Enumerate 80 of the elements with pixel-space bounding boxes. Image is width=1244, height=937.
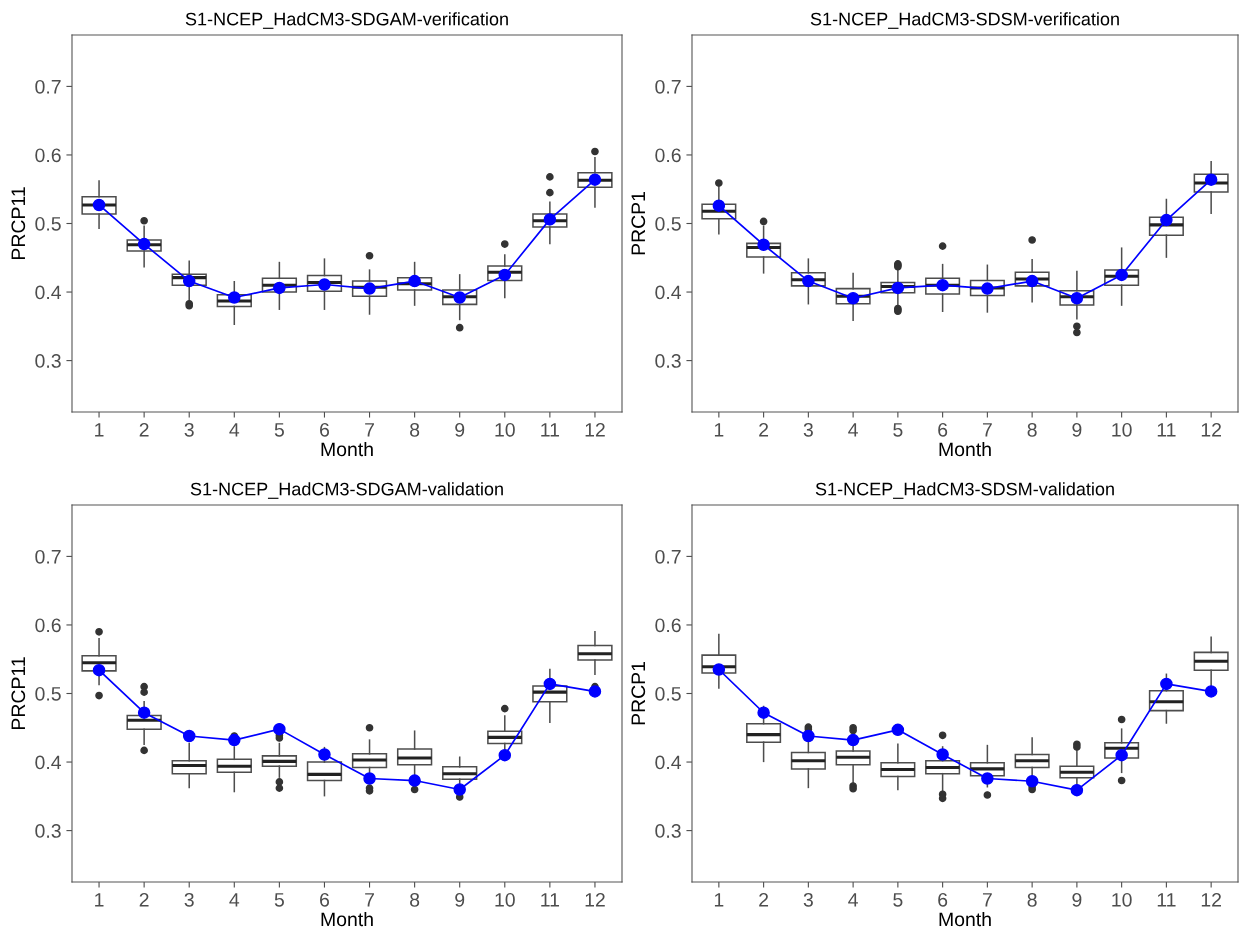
x-tick-label: 9 [1072, 422, 1082, 437]
x-tick-label: 12 [1201, 892, 1221, 907]
x-tick-label: 5 [274, 423, 284, 437]
y-tick-label: 0.3 [35, 354, 61, 368]
x-tick-label: 2 [139, 422, 149, 437]
x-tick-label: 10 [495, 892, 515, 907]
y-axis-title: PRCP1 [631, 192, 646, 255]
x-tick-label: 3 [803, 892, 813, 907]
y-tick-label: 0.4 [655, 755, 682, 770]
y-tick-label: 0.3 [655, 354, 681, 368]
y-tick-label: 0.5 [655, 686, 681, 701]
x-tick-label: 4 [848, 423, 858, 437]
chart-title: S1-NCEP_HadCM3-SDSM-validation [815, 482, 1114, 499]
y-axis-title: PRCP11 [11, 657, 26, 730]
x-axis-title: Month [321, 441, 373, 457]
y-tick-label: 0.4 [35, 755, 62, 770]
y-tick-label: 0.7 [35, 79, 61, 94]
y-axis-title: PRCP11 [11, 187, 26, 260]
y-axis-title: PRCP1 [631, 662, 646, 725]
x-axis-title: Month [939, 911, 991, 927]
x-tick-label: 6 [938, 422, 948, 437]
x-tick-label: 11 [1157, 893, 1176, 907]
chart-title: S1-NCEP_HadCM3-SDGAM-validation [190, 482, 503, 499]
y-tick-label: 0.6 [35, 618, 61, 633]
x-tick-label: 7 [982, 423, 992, 437]
x-axis-title: Month [321, 911, 373, 927]
x-tick-label: 1 [95, 423, 104, 437]
y-tick-label: 0.5 [35, 216, 61, 231]
x-tick-label: 7 [365, 423, 374, 437]
x-tick-label: 12 [585, 892, 605, 907]
x-tick-label: 7 [982, 893, 992, 907]
x-tick-label: 4 [229, 893, 240, 907]
y-tick-label: 0.7 [35, 549, 61, 564]
x-tick-label: 10 [1112, 422, 1132, 437]
x-tick-label: 3 [803, 422, 813, 437]
y-tick-label: 0.4 [35, 285, 62, 300]
y-tick-label: 0.4 [655, 285, 682, 300]
x-tick-label: 9 [455, 422, 465, 437]
y-tick-label: 0.5 [35, 686, 61, 701]
x-tick-label: 9 [1072, 892, 1082, 907]
y-tick-label: 0.6 [35, 148, 61, 163]
x-tick-label: 1 [714, 893, 724, 907]
x-tick-label: 3 [184, 422, 194, 437]
x-tick-label: 5 [274, 893, 284, 907]
y-tick-label: 0.3 [655, 824, 681, 838]
chart-title: S1-NCEP_HadCM3-SDSM-verification [810, 12, 1119, 29]
x-tick-label: 3 [184, 892, 194, 907]
x-tick-label: 8 [410, 422, 420, 437]
chart-title: S1-NCEP_HadCM3-SDGAM-verification [185, 12, 508, 29]
x-tick-label: 1 [95, 893, 104, 907]
x-tick-label: 11 [541, 893, 560, 907]
x-tick-label: 4 [229, 423, 240, 437]
y-tick-label: 0.6 [655, 148, 681, 163]
x-tick-label: 10 [1112, 892, 1132, 907]
y-tick-label: 0.7 [655, 549, 681, 564]
x-tick-label: 8 [1027, 892, 1037, 907]
x-tick-label: 8 [410, 892, 420, 907]
x-tick-label: 6 [320, 422, 330, 437]
x-tick-label: 5 [893, 893, 903, 907]
x-tick-label: 7 [365, 893, 374, 907]
x-tick-label: 6 [320, 892, 330, 907]
y-tick-label: 0.7 [655, 79, 681, 94]
x-tick-label: 2 [759, 422, 769, 437]
x-tick-label: 11 [1157, 423, 1176, 437]
x-tick-label: 8 [1027, 422, 1037, 437]
y-tick-label: 0.3 [35, 824, 61, 838]
y-tick-label: 0.5 [655, 216, 681, 231]
x-tick-label: 12 [585, 422, 605, 437]
x-tick-label: 12 [1201, 422, 1221, 437]
x-tick-label: 11 [541, 423, 560, 437]
x-tick-label: 1 [714, 423, 724, 437]
x-tick-label: 5 [893, 423, 903, 437]
x-axis-title: Month [939, 441, 991, 457]
x-tick-label: 6 [938, 892, 948, 907]
x-tick-label: 4 [848, 893, 858, 907]
x-tick-label: 10 [495, 422, 515, 437]
x-tick-label: 2 [139, 892, 149, 907]
x-tick-label: 9 [455, 892, 465, 907]
x-tick-label: 2 [759, 892, 769, 907]
y-tick-label: 0.6 [655, 618, 681, 633]
